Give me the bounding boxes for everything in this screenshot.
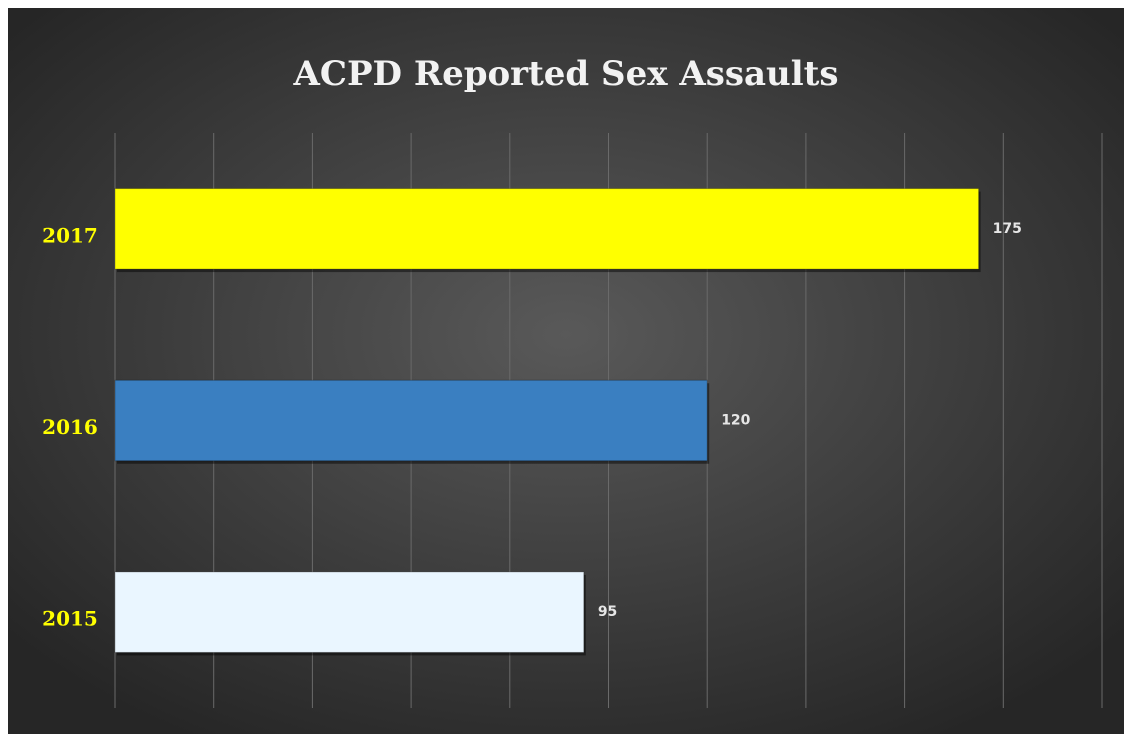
chart-title: ACPD Reported Sex Assaults	[293, 54, 839, 94]
y-tick-label: 2016	[42, 415, 98, 439]
y-tick-label: 2015	[42, 607, 98, 631]
data-label: 95	[598, 604, 617, 620]
bar	[114, 188, 980, 270]
bar	[114, 571, 585, 653]
data-label: 175	[993, 221, 1022, 237]
y-tick-label: 2017	[42, 223, 98, 247]
data-label: 120	[721, 413, 750, 429]
bar	[114, 379, 708, 462]
